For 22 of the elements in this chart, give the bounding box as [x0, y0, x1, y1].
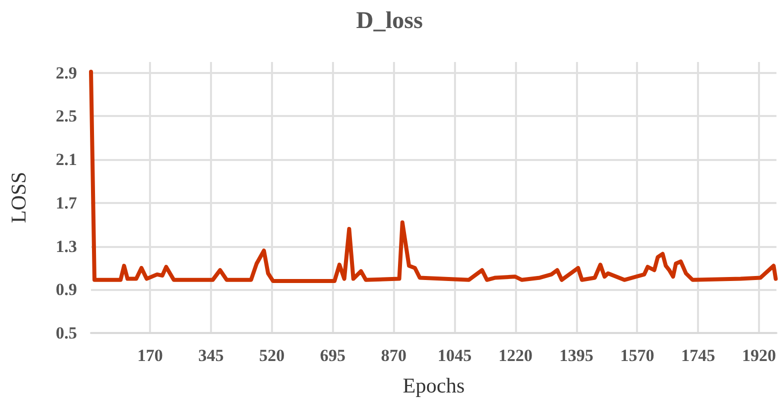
x-tick-label: 870 — [380, 346, 406, 365]
y-tick-label: 1.7 — [56, 193, 78, 212]
x-tick-label: 1220 — [498, 346, 532, 365]
x-tick-label: 170 — [137, 346, 163, 365]
chart-title: D_loss — [356, 8, 423, 34]
y-axis-title: LOSS — [6, 172, 30, 224]
x-tick-label: 345 — [198, 346, 224, 365]
x-tick-label: 695 — [320, 346, 346, 365]
x-tick-label: 520 — [259, 346, 285, 365]
y-tick-label: 1.3 — [56, 236, 77, 256]
x-tick-label: 1745 — [681, 346, 716, 365]
y-tick-label: 0.9 — [56, 280, 77, 300]
x-tick-label: 1570 — [620, 346, 654, 365]
x-tick-label: 1920 — [742, 346, 776, 365]
y-tick-label: 2.1 — [56, 150, 77, 170]
x-tick-label: 1045 — [438, 346, 472, 365]
x-tick-label: 1395 — [559, 346, 594, 365]
line-series — [89, 70, 778, 283]
y-tick-label: 0.5 — [56, 324, 77, 342]
y-tick-label: 2.5 — [56, 106, 77, 126]
y-tick-label: 2.9 — [56, 63, 77, 82]
x-axis-title: Epochs — [402, 374, 465, 398]
